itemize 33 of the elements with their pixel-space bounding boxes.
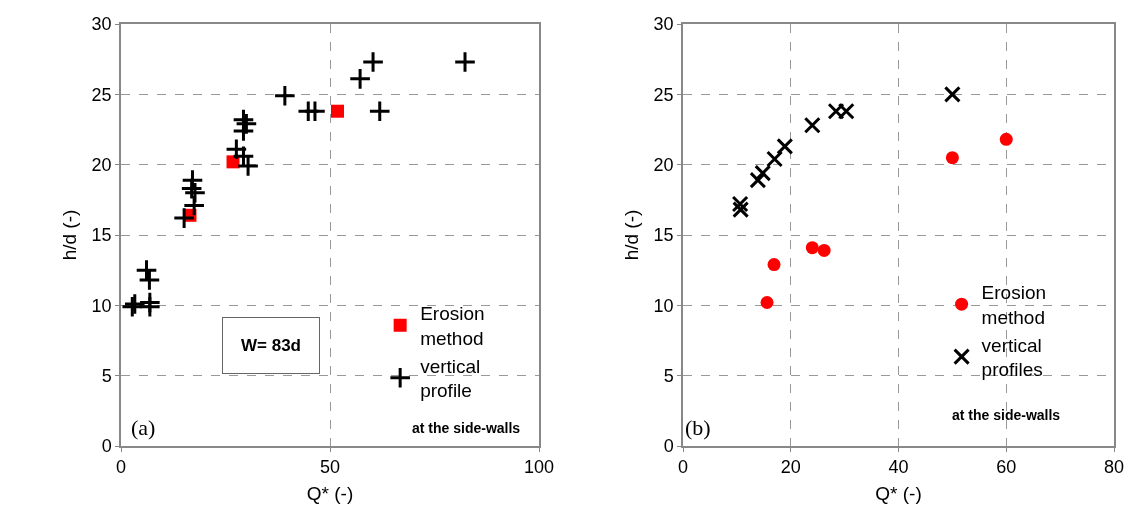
y-tick-label: 20 xyxy=(91,154,112,175)
y-tick-label: 0 xyxy=(101,436,112,457)
annotation: W= 83d xyxy=(241,336,301,355)
y-tick-label: 30 xyxy=(91,14,112,35)
x-tick-label: 0 xyxy=(677,457,689,478)
x-tick-label: 50 xyxy=(319,457,341,478)
x-tick-label: 80 xyxy=(1103,457,1125,478)
x-axis-title: Q* (-) xyxy=(306,482,354,504)
y-tick-label: 10 xyxy=(653,295,674,316)
legend-label: vertical profiles xyxy=(981,334,1043,381)
x-tick-label: 0 xyxy=(115,457,127,478)
y-axis-title: h/d (-) xyxy=(58,209,80,261)
annotation: at the side-walls xyxy=(952,407,1061,423)
y-tick-label: 0 xyxy=(663,436,674,457)
y-tick-label: 5 xyxy=(663,365,674,386)
y-tick-label: 10 xyxy=(91,295,112,316)
y-axis-title: h/d (-) xyxy=(620,209,642,261)
annotation: at the side-walls xyxy=(412,420,521,436)
x-tick-label: 100 xyxy=(523,457,555,478)
y-tick-label: 25 xyxy=(91,84,112,105)
y-tick-label: 30 xyxy=(653,14,674,35)
y-tick-label: 25 xyxy=(653,84,674,105)
y-tick-label: 15 xyxy=(91,225,112,246)
annotation: (a) xyxy=(131,415,156,440)
y-tick-label: 20 xyxy=(653,154,674,175)
legend-label: vertical profile xyxy=(420,355,481,402)
x-tick-label: 40 xyxy=(888,457,909,478)
y-tick-label: 15 xyxy=(653,225,674,246)
x-axis-title: Q* (-) xyxy=(875,482,922,504)
x-tick-label: 20 xyxy=(780,457,801,478)
y-tick-label: 5 xyxy=(101,365,112,386)
annotation: (b) xyxy=(685,415,711,440)
x-tick-label: 60 xyxy=(996,457,1017,478)
